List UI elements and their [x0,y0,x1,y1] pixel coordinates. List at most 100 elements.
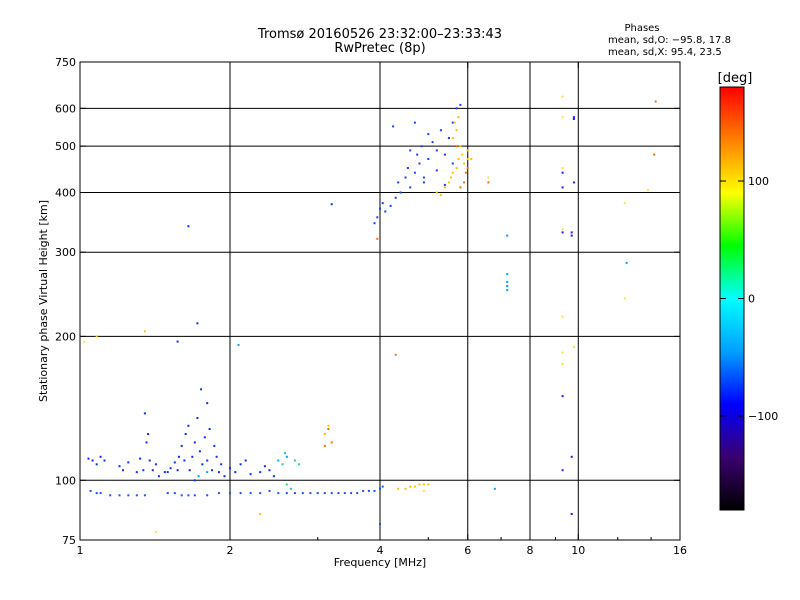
data-point [91,459,94,462]
data-point [268,469,271,472]
data-point [157,475,160,478]
data-point [561,116,564,119]
data-point [337,492,340,495]
data-point [561,95,564,98]
data-point [323,433,326,435]
data-point [506,273,509,276]
data-point [570,513,573,515]
data-point [309,492,312,495]
data-point [397,181,400,184]
data-point [404,176,407,179]
data-point [435,191,438,194]
x-tick-label: 10 [571,544,585,557]
data-point [180,494,183,497]
y-tick-label: 300 [55,246,76,259]
x-tick-label: 8 [527,544,534,557]
data-point [206,402,209,405]
data-point [145,441,148,444]
data-point [323,492,326,495]
data-point [570,234,573,237]
data-point [561,315,564,318]
data-point [459,103,462,106]
data-point [373,222,376,225]
data-point [198,450,201,453]
data-point [506,234,509,237]
data-point [451,162,454,165]
x-tick-label: 16 [673,544,687,557]
y-tick-label: 600 [55,102,76,115]
data-point [457,158,460,160]
data-point [135,471,138,474]
chart-title: Tromsø 20160526 23:32:00–23:33:43 [257,27,502,42]
data-point [316,492,319,495]
data-point [95,335,98,338]
data-point [249,473,252,476]
x-tick-label: 2 [227,544,234,557]
data-point [399,191,402,194]
data-point [439,194,442,197]
data-point [447,181,450,184]
data-point [572,118,575,120]
data-point [466,149,469,152]
data-point [272,475,275,478]
y-tick-label: 200 [55,330,76,343]
data-point [487,176,490,179]
grid-lines [80,62,680,540]
data-point [466,158,469,160]
data-point [422,181,425,184]
data-point [362,489,365,492]
data-point [413,121,416,124]
data-point [284,452,287,455]
data-point [229,467,231,470]
data-point [289,487,292,490]
data-point [647,188,649,191]
data-point [330,203,333,206]
data-point [176,340,179,343]
data-point [654,100,657,103]
data-point [285,483,288,486]
data-point [394,353,397,356]
data-point [188,469,191,472]
data-point [572,116,575,119]
data-point [118,494,121,497]
data-point [285,455,288,458]
data-point [87,457,90,460]
x-axis-label: Frequency [MHz] [334,556,426,569]
data-point [293,459,296,462]
data-point [330,441,333,444]
data-point [439,129,442,132]
data-point [418,162,421,165]
data-point [379,487,381,490]
data-point [350,492,353,495]
x-tick-label: 1 [77,544,84,557]
data-point [163,471,166,474]
y-tick-label: 750 [55,56,76,69]
data-point [457,116,460,119]
data-point [99,455,102,458]
data-point [343,492,346,495]
data-point [118,465,121,468]
data-point [259,513,262,515]
data-point [148,459,151,462]
data-point [455,107,458,110]
data-point [561,186,564,189]
data-point [127,461,130,464]
data-point [427,133,430,136]
y-ticks: 75 100 200 300 400 500 600 750 [55,56,680,547]
phases-o-line: mean, sd,O: −95.8, 17.8 [608,35,731,46]
data-point [301,492,304,495]
data-point [173,492,176,495]
data-point [244,459,247,462]
data-point [234,471,237,474]
data-point [193,479,196,482]
data-point [570,231,573,234]
data-point [459,186,462,189]
data-point [142,469,145,472]
data-point [561,171,564,174]
data-point [143,494,146,497]
data-point [259,492,262,495]
data-point [416,153,419,156]
data-point [443,186,446,189]
data-point [561,231,564,234]
phases-title: Phases [624,23,659,34]
